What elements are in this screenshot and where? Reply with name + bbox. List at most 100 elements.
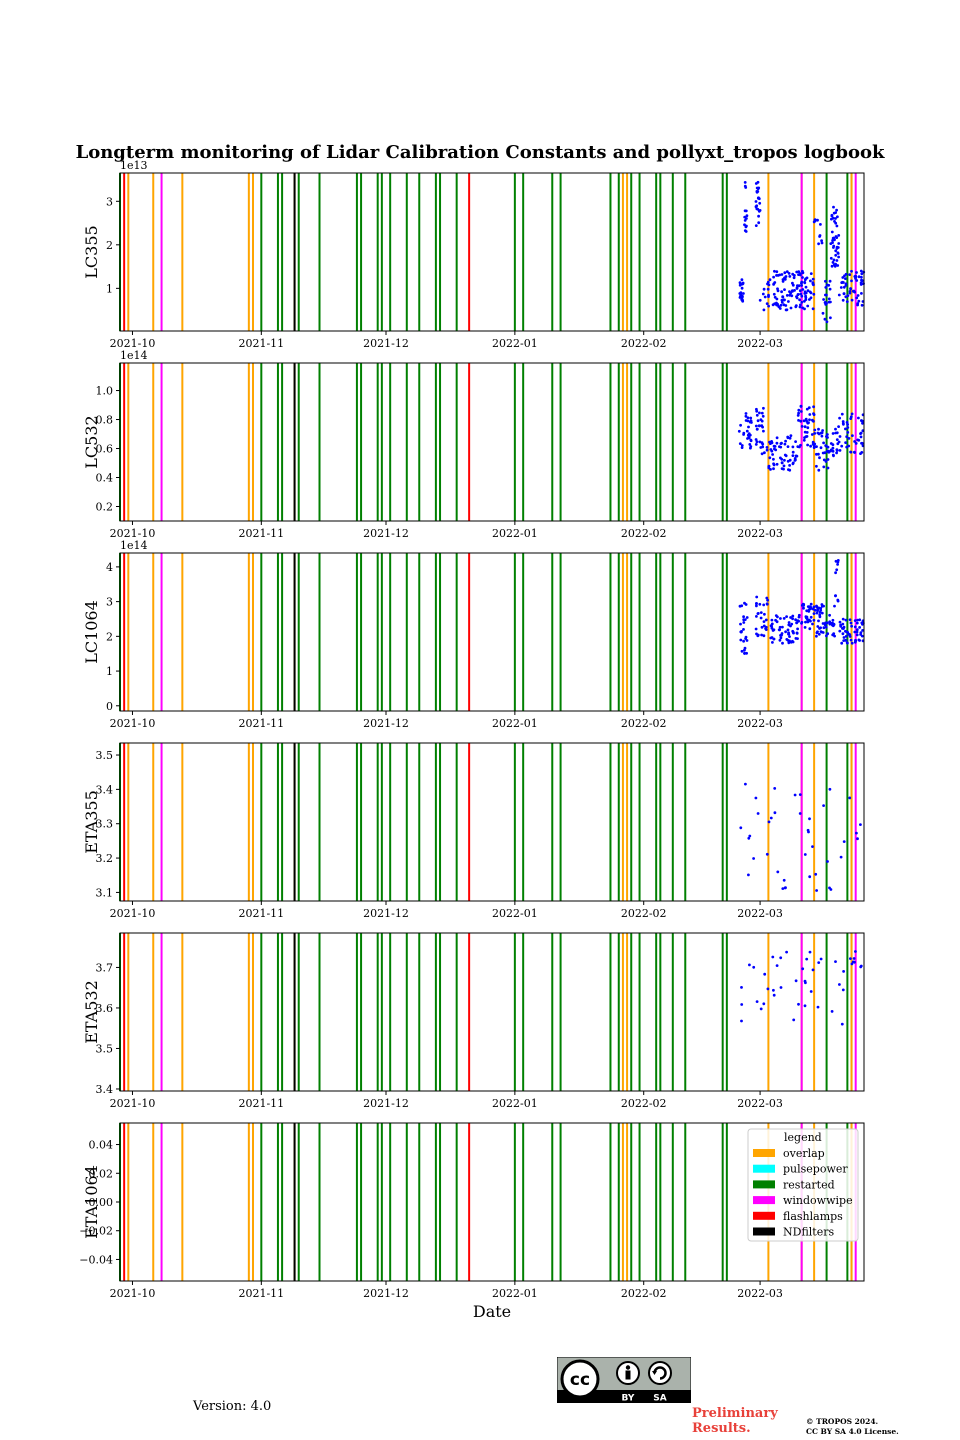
data-point: [760, 424, 764, 428]
data-point: [812, 618, 816, 622]
data-point: [799, 410, 803, 413]
data-point: [798, 793, 802, 796]
data-point: [857, 438, 861, 442]
data-point: [798, 812, 802, 815]
data-point: [812, 612, 816, 615]
data-point: [800, 300, 804, 304]
data-point: [795, 296, 799, 300]
data-point: [739, 826, 743, 830]
data-point: [765, 596, 769, 600]
data-point: [827, 450, 831, 454]
data-point: [817, 452, 820, 456]
data-point: [800, 620, 804, 624]
data-point: [853, 960, 856, 964]
data-point: [762, 624, 766, 628]
data-point: [817, 242, 820, 246]
version-label: Version: 4.0: [193, 1399, 272, 1414]
y-tick-label: 3.6: [96, 1002, 114, 1015]
data-point: [846, 431, 850, 434]
data-point: [825, 293, 828, 297]
data-point: [773, 811, 777, 815]
x-tick-label: 2022-01: [492, 717, 538, 730]
data-point: [766, 280, 770, 284]
data-point: [739, 293, 743, 296]
x-tick-label: 2021-11: [238, 527, 284, 540]
legend-swatch-windowwipe: [753, 1196, 775, 1205]
data-point: [792, 276, 796, 280]
data-point: [803, 853, 807, 856]
x-tick-label: 2022-02: [621, 337, 667, 350]
data-point: [741, 298, 744, 302]
legend-swatch-flashlamps: [753, 1211, 775, 1220]
data-point: [771, 641, 774, 644]
data-point: [794, 979, 798, 983]
data-point: [754, 627, 758, 631]
data-point: [845, 300, 849, 303]
data-point: [835, 451, 838, 455]
x-tick-label: 2022-03: [737, 1097, 783, 1110]
data-point: [837, 440, 841, 444]
y-tick-label: 0: [106, 700, 113, 713]
data-point: [771, 303, 775, 307]
data-point: [766, 598, 769, 602]
data-point: [745, 651, 748, 655]
data-point: [813, 608, 817, 612]
data-point: [812, 605, 816, 609]
data-point: [780, 467, 784, 470]
cc-license-badge[interactable]: cc BY SA: [557, 1357, 691, 1403]
y-tick-label: 0.02: [89, 1167, 114, 1180]
data-point: [744, 782, 747, 786]
data-point: [787, 272, 791, 275]
data-point: [761, 445, 765, 449]
data-point: [788, 436, 792, 440]
data-point: [832, 258, 836, 262]
x-tick-label: 2021-11: [238, 1097, 284, 1110]
y-tick-label: 0.04: [89, 1139, 114, 1152]
data-point: [791, 445, 795, 449]
data-point: [855, 279, 859, 282]
x-tick-label: 2021-11: [238, 1287, 284, 1300]
data-point: [772, 467, 775, 471]
data-point: [778, 445, 781, 448]
data-point: [758, 440, 762, 444]
data-point: [822, 604, 825, 608]
y-tick-label: 0.8: [96, 414, 114, 427]
data-point: [758, 411, 761, 415]
data-point: [785, 270, 789, 273]
data-point: [841, 622, 845, 626]
data-point: [799, 303, 802, 307]
data-point: [766, 287, 770, 291]
data-point: [796, 293, 800, 296]
data-point: [755, 602, 758, 605]
data-point: [809, 615, 813, 619]
panel-lc1064: 0 1 2 3 4 1e14 LC1064 2021-10 2021-11 2021-12 2022…: [82, 539, 865, 730]
data-point: [812, 220, 816, 224]
data-point: [853, 440, 856, 443]
data-point: [826, 458, 830, 461]
data-point: [767, 820, 771, 824]
data-point: [747, 836, 751, 840]
data-point: [777, 305, 781, 309]
data-point: [849, 450, 852, 454]
data-point: [820, 241, 824, 245]
y-axis-label: ETA1064: [82, 1165, 101, 1239]
legend-label-overlap: overlap: [783, 1147, 825, 1160]
data-point: [771, 453, 774, 456]
data-point: [740, 286, 744, 290]
data-point: [842, 422, 845, 426]
y-offset-label: 1e13: [120, 159, 148, 172]
data-point: [817, 468, 821, 472]
data-point: [738, 281, 742, 285]
data-point: [859, 435, 863, 439]
data-point: [808, 627, 812, 631]
data-point: [752, 857, 755, 860]
y-tick-label: 1: [106, 665, 113, 678]
data-point: [797, 419, 800, 422]
data-point: [797, 1002, 800, 1006]
data-point: [820, 434, 824, 438]
plot-frame: [119, 362, 865, 522]
data-point: [747, 425, 750, 429]
data-point: [834, 431, 838, 435]
data-point: [813, 428, 817, 432]
data-point: [829, 888, 833, 891]
